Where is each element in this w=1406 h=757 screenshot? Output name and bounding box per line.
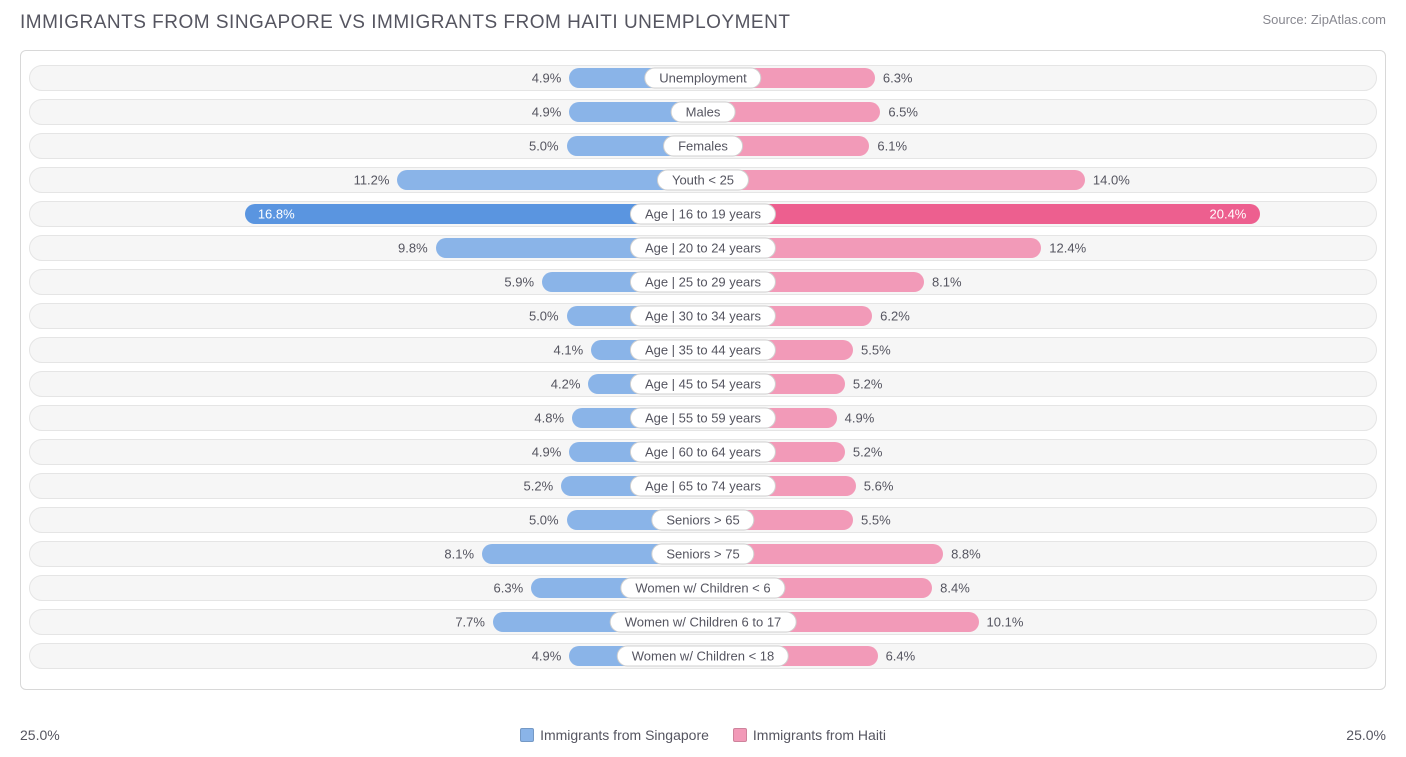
axis-max-left: 25.0%: [20, 727, 60, 743]
chart-header: IMMIGRANTS FROM SINGAPORE VS IMMIGRANTS …: [0, 0, 1406, 42]
value-singapore: 4.9%: [532, 105, 562, 120]
category-label: Age | 60 to 64 years: [630, 442, 776, 463]
axis-max-right: 25.0%: [1346, 727, 1386, 743]
chart-row: 8.1% 8.8% Seniors > 75: [21, 539, 1385, 569]
chart-row: 4.8% 4.9% Age | 55 to 59 years: [21, 403, 1385, 433]
category-label: Women w/ Children 6 to 17: [610, 612, 797, 633]
chart-row: 4.1% 5.5% Age | 35 to 44 years: [21, 335, 1385, 365]
category-label: Age | 16 to 19 years: [630, 204, 776, 225]
value-haiti: 6.3%: [883, 71, 913, 86]
category-label: Males: [671, 102, 736, 123]
value-singapore: 8.1%: [444, 547, 474, 562]
chart-row: 5.9% 8.1% Age | 25 to 29 years: [21, 267, 1385, 297]
chart-row: 5.2% 5.6% Age | 65 to 74 years: [21, 471, 1385, 501]
category-label: Age | 55 to 59 years: [630, 408, 776, 429]
diverging-bar-chart: 4.9% 6.3% Unemployment 4.9% 6.5% Males 5.0% 6.1…: [20, 50, 1386, 690]
value-singapore: 5.0%: [529, 139, 559, 154]
chart-row: 7.7% 10.1% Women w/ Children 6 to 17: [21, 607, 1385, 637]
category-label: Females: [663, 136, 743, 157]
value-singapore: 11.2%: [354, 173, 390, 188]
category-label: Age | 65 to 74 years: [630, 476, 776, 497]
value-haiti: 6.5%: [888, 105, 918, 120]
chart-row: 6.3% 8.4% Women w/ Children < 6: [21, 573, 1385, 603]
chart-row: 4.9% 5.2% Age | 60 to 64 years: [21, 437, 1385, 467]
bar-haiti: [703, 170, 1085, 190]
chart-row: 4.9% 6.4% Women w/ Children < 18: [21, 641, 1385, 671]
category-label: Age | 35 to 44 years: [630, 340, 776, 361]
value-singapore: 5.2%: [524, 479, 554, 494]
category-label: Age | 20 to 24 years: [630, 238, 776, 259]
bar-haiti: [703, 204, 1260, 224]
category-label: Youth < 25: [657, 170, 749, 191]
value-haiti: 5.2%: [853, 377, 883, 392]
legend-label: Immigrants from Haiti: [753, 727, 886, 743]
value-singapore: 9.8%: [398, 241, 428, 256]
chart-row: 5.0% 5.5% Seniors > 65: [21, 505, 1385, 535]
value-haiti: 6.4%: [886, 649, 916, 664]
category-label: Seniors > 65: [651, 510, 754, 531]
value-singapore: 4.9%: [532, 71, 562, 86]
value-haiti: 8.1%: [932, 275, 962, 290]
value-haiti: 8.4%: [940, 581, 970, 596]
source-attribution: Source: ZipAtlas.com: [1262, 12, 1386, 27]
value-singapore: 4.2%: [551, 377, 581, 392]
category-label: Unemployment: [644, 68, 761, 89]
value-singapore: 4.1%: [554, 343, 584, 358]
legend: Immigrants from Singapore Immigrants fro…: [520, 727, 886, 743]
value-singapore: 16.8%: [258, 207, 295, 222]
chart-row: 4.9% 6.3% Unemployment: [21, 63, 1385, 93]
chart-row: 11.2% 14.0% Youth < 25: [21, 165, 1385, 195]
value-singapore: 4.8%: [534, 411, 564, 426]
value-singapore: 5.0%: [529, 513, 559, 528]
chart-row: 5.0% 6.1% Females: [21, 131, 1385, 161]
legend-swatch-icon: [520, 728, 534, 742]
value-singapore: 5.0%: [529, 309, 559, 324]
value-haiti: 4.9%: [845, 411, 875, 426]
value-haiti: 20.4%: [1210, 207, 1247, 222]
legend-item-haiti: Immigrants from Haiti: [733, 727, 886, 743]
category-label: Women w/ Children < 18: [617, 646, 789, 667]
value-haiti: 5.5%: [861, 513, 891, 528]
chart-footer: 25.0% Immigrants from Singapore Immigran…: [20, 727, 1386, 743]
chart-title: IMMIGRANTS FROM SINGAPORE VS IMMIGRANTS …: [20, 12, 790, 34]
chart-row: 4.2% 5.2% Age | 45 to 54 years: [21, 369, 1385, 399]
legend-item-singapore: Immigrants from Singapore: [520, 727, 709, 743]
value-haiti: 8.8%: [951, 547, 981, 562]
category-label: Age | 25 to 29 years: [630, 272, 776, 293]
category-label: Age | 45 to 54 years: [630, 374, 776, 395]
chart-row: 9.8% 12.4% Age | 20 to 24 years: [21, 233, 1385, 263]
category-label: Women w/ Children < 6: [620, 578, 785, 599]
value-haiti: 12.4%: [1049, 241, 1086, 256]
value-haiti: 5.6%: [864, 479, 894, 494]
value-haiti: 6.2%: [880, 309, 910, 324]
value-singapore: 5.9%: [504, 275, 534, 290]
value-singapore: 4.9%: [532, 445, 562, 460]
value-singapore: 6.3%: [494, 581, 524, 596]
chart-row: 5.0% 6.2% Age | 30 to 34 years: [21, 301, 1385, 331]
value-haiti: 14.0%: [1093, 173, 1130, 188]
legend-label: Immigrants from Singapore: [540, 727, 709, 743]
value-singapore: 4.9%: [532, 649, 562, 664]
category-label: Age | 30 to 34 years: [630, 306, 776, 327]
value-haiti: 5.5%: [861, 343, 891, 358]
value-haiti: 6.1%: [877, 139, 907, 154]
value-haiti: 10.1%: [987, 615, 1024, 630]
value-singapore: 7.7%: [455, 615, 485, 630]
chart-row: 4.9% 6.5% Males: [21, 97, 1385, 127]
category-label: Seniors > 75: [651, 544, 754, 565]
legend-swatch-icon: [733, 728, 747, 742]
chart-row: 16.8% 20.4% Age | 16 to 19 years: [21, 199, 1385, 229]
value-haiti: 5.2%: [853, 445, 883, 460]
